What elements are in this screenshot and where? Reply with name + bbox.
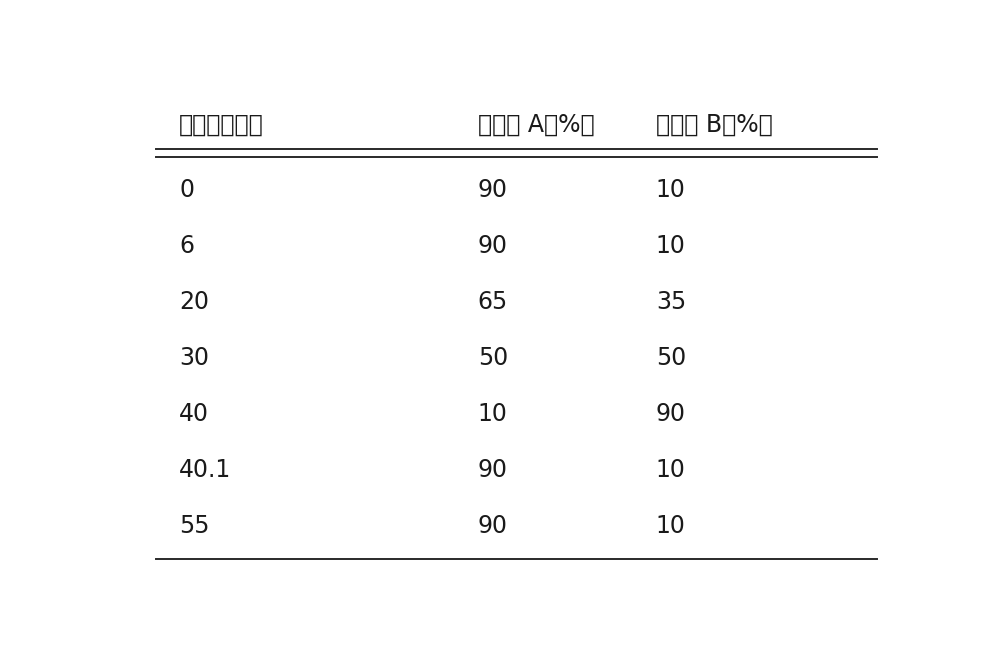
- Text: 20: 20: [179, 290, 209, 314]
- Text: 55: 55: [179, 514, 210, 538]
- Text: 10: 10: [656, 458, 686, 482]
- Text: 10: 10: [656, 234, 686, 258]
- Text: 35: 35: [656, 290, 686, 314]
- Text: 10: 10: [478, 402, 508, 426]
- Text: 90: 90: [478, 234, 508, 258]
- Text: 30: 30: [179, 346, 209, 370]
- Text: 90: 90: [656, 402, 686, 426]
- Text: 50: 50: [478, 346, 508, 370]
- Text: 50: 50: [656, 346, 686, 370]
- Text: 90: 90: [478, 514, 508, 538]
- Text: 流动相 A（%）: 流动相 A（%）: [478, 113, 594, 137]
- Text: 40: 40: [179, 402, 209, 426]
- Text: 65: 65: [478, 290, 508, 314]
- Text: 6: 6: [179, 234, 194, 258]
- Text: 时间（分钟）: 时间（分钟）: [179, 113, 264, 137]
- Text: 90: 90: [478, 458, 508, 482]
- Text: 10: 10: [656, 514, 686, 538]
- Text: 40.1: 40.1: [179, 458, 232, 482]
- Text: 10: 10: [656, 178, 686, 202]
- Text: 0: 0: [179, 178, 194, 202]
- Text: 流动相 B（%）: 流动相 B（%）: [656, 113, 773, 137]
- Text: 90: 90: [478, 178, 508, 202]
